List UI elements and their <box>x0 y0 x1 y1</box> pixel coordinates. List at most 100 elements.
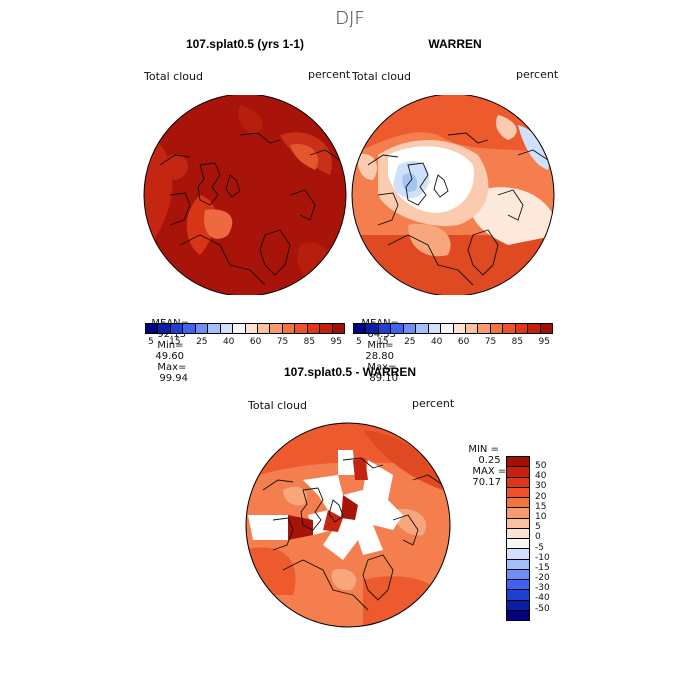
colorbar-tick-label: 60 <box>457 337 470 347</box>
diff-polar-map <box>245 422 451 628</box>
left-panel-title: 107.splat0.5 (yrs 1-1) <box>185 37 305 51</box>
colorbar-swatch <box>428 324 442 333</box>
right-max-label: Max= <box>367 362 397 373</box>
right-colorbar-swatches <box>353 323 553 334</box>
colorbar-tick-label: -5 <box>535 542 544 553</box>
colorbar-swatch <box>195 324 209 333</box>
colorbar-swatch <box>528 324 541 333</box>
colorbar-swatch <box>208 324 221 333</box>
colorbar-tick-label: 20 <box>535 491 547 502</box>
colorbar-swatch <box>490 324 504 333</box>
colorbar-tick-label: 40 <box>430 337 443 347</box>
colorbar-tick-label: 75 <box>484 337 497 347</box>
colorbar-swatch <box>183 324 196 333</box>
colorbar-swatch <box>507 549 529 560</box>
left-max-label: Max= <box>157 362 187 373</box>
colorbar-swatch <box>507 580 529 591</box>
colorbar-tick-label: 95 <box>538 337 550 347</box>
colorbar-tick-label: 15 <box>169 337 181 347</box>
right-colorbar: 5 15 25 40 60 75 85 95 <box>353 323 553 347</box>
colorbar-swatch <box>158 324 171 333</box>
left-units-label: percent <box>308 68 351 81</box>
colorbar-swatch <box>540 324 552 333</box>
diff-max-label: MAX = <box>472 466 507 477</box>
colorbar-swatch <box>507 477 529 488</box>
page-title: DJF <box>335 8 365 29</box>
colorbar-swatch <box>507 610 529 620</box>
colorbar-swatch <box>332 324 344 333</box>
colorbar-tick-label: 10 <box>535 511 547 522</box>
colorbar-swatch <box>270 324 283 333</box>
colorbar-swatch <box>507 569 529 580</box>
colorbar-swatch <box>282 324 296 333</box>
left-mean-value: 92.13 <box>157 329 186 340</box>
colorbar-tick-label: 5 <box>535 522 541 533</box>
colorbar-tick-label: 15 <box>377 337 389 347</box>
colorbar-swatch <box>366 324 379 333</box>
colorbar-swatch <box>507 518 529 529</box>
colorbar-tick-label: -20 <box>535 573 550 584</box>
diff-panel-title: 107.splat0.5 - WARREN <box>283 365 417 379</box>
left-min-label: Min= <box>157 340 184 351</box>
colorbar-swatch <box>507 600 529 611</box>
colorbar-tick-label: 25 <box>196 337 208 347</box>
colorbar-swatch <box>453 324 466 333</box>
colorbar-tick-label: 5 <box>148 337 154 347</box>
left-variable-label: Total cloud <box>144 70 203 83</box>
colorbar-swatch <box>507 590 529 601</box>
colorbar-tick-label: -10 <box>535 552 550 563</box>
right-units-label: percent <box>516 68 559 81</box>
colorbar-swatch <box>507 487 529 498</box>
colorbar-tick-label: 40 <box>535 471 547 482</box>
colorbar-swatch <box>478 324 491 333</box>
colorbar-tick-label: 50 <box>535 461 547 471</box>
colorbar-swatch <box>391 324 404 333</box>
left-colorbar-ticks: 5 15 25 40 60 75 85 95 <box>145 334 345 347</box>
left-colorbar-swatches <box>145 323 345 334</box>
colorbar-swatch <box>507 528 529 539</box>
colorbar-swatch <box>441 324 454 333</box>
right-min-value: 28.80 <box>365 351 394 362</box>
colorbar-swatch <box>245 324 258 333</box>
colorbar-swatch <box>354 324 367 333</box>
colorbar-swatch <box>307 324 321 333</box>
colorbar-tick-label: 85 <box>511 337 524 347</box>
colorbar-tick-label: 75 <box>276 337 289 347</box>
colorbar-swatch <box>515 324 529 333</box>
right-colorbar-ticks: 5 15 25 40 60 75 85 95 <box>353 334 553 347</box>
colorbar-swatch <box>507 457 529 468</box>
diff-variable-label: Total cloud <box>248 399 307 412</box>
diff-colorbar-swatches <box>506 456 530 621</box>
colorbar-tick-label: -30 <box>535 583 550 594</box>
colorbar-tick-label: 5 <box>356 337 362 347</box>
right-min-label: Min= <box>367 340 394 351</box>
colorbar-swatch <box>220 324 234 333</box>
colorbar-tick-label: 15 <box>535 501 547 512</box>
colorbar-swatch <box>416 324 429 333</box>
colorbar-swatch <box>507 508 529 519</box>
colorbar-swatch <box>233 324 246 333</box>
colorbar-swatch <box>507 539 529 550</box>
colorbar-swatch <box>507 498 529 509</box>
colorbar-tick-label: 40 <box>222 337 235 347</box>
diff-min-value: 0.25 <box>478 455 501 466</box>
colorbar-tick-label: -50 <box>535 603 550 614</box>
colorbar-swatch <box>320 324 333 333</box>
colorbar-swatch <box>507 467 529 478</box>
diff-stats: MIN = 0.25 MAX = 70.17 <box>462 433 506 488</box>
right-polar-map <box>351 95 555 295</box>
colorbar-tick-label: -15 <box>535 562 550 573</box>
colorbar-tick-label: 85 <box>303 337 316 347</box>
right-panel-title: WARREN <box>428 37 482 51</box>
colorbar-tick-label: -40 <box>535 593 550 604</box>
colorbar-tick-label: 0 <box>535 532 541 543</box>
colorbar-swatch <box>295 324 308 333</box>
diff-units-label: percent <box>412 397 455 410</box>
right-mean-value: 64.33 <box>367 329 396 340</box>
colorbar-swatch <box>465 324 479 333</box>
left-colorbar: 5 15 25 40 60 75 85 95 <box>145 323 345 347</box>
diff-colorbar-ticks: 50 40 30 20 15 10 5 0 -5 -10 -15 -20 -30 -40 -50 <box>535 461 550 614</box>
left-max-value: 99.94 <box>159 373 188 384</box>
colorbar-tick-label: 25 <box>404 337 416 347</box>
diff-max-value: 70.17 <box>472 477 501 488</box>
